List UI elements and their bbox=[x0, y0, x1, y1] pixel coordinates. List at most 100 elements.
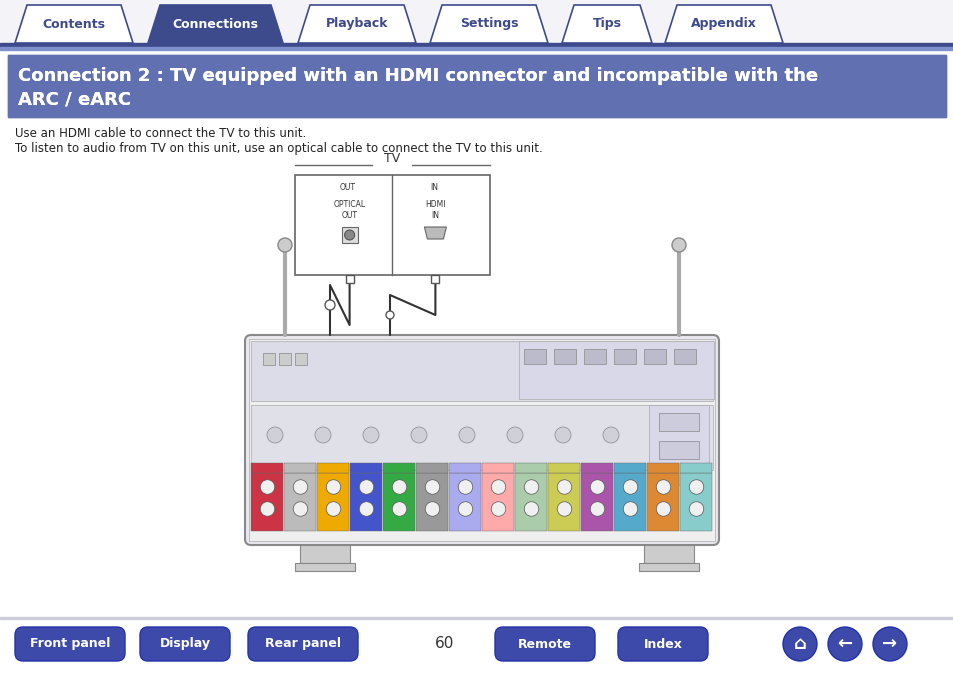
Bar bbox=[249, 339, 714, 541]
Bar bbox=[294, 353, 307, 365]
Polygon shape bbox=[430, 5, 547, 43]
Circle shape bbox=[425, 502, 439, 516]
Circle shape bbox=[260, 480, 274, 494]
Text: Connection 2 : TV equipped with an HDMI connector and incompatible with the: Connection 2 : TV equipped with an HDMI … bbox=[18, 67, 818, 85]
Text: Connections: Connections bbox=[172, 17, 258, 30]
Bar bbox=[646, 463, 679, 473]
Circle shape bbox=[557, 502, 571, 516]
Text: Display: Display bbox=[159, 637, 211, 651]
Bar bbox=[299, 545, 350, 563]
Text: →: → bbox=[882, 635, 897, 653]
Text: Index: Index bbox=[643, 637, 681, 651]
Polygon shape bbox=[148, 5, 283, 43]
Bar bbox=[639, 563, 699, 571]
Circle shape bbox=[363, 427, 378, 443]
Bar bbox=[554, 349, 576, 364]
Bar bbox=[0, 43, 953, 47]
Circle shape bbox=[260, 502, 274, 516]
Bar bbox=[0, 50, 953, 630]
Circle shape bbox=[827, 627, 862, 661]
Circle shape bbox=[325, 300, 335, 310]
Bar bbox=[382, 463, 416, 473]
Bar bbox=[316, 473, 349, 531]
Text: Playback: Playback bbox=[325, 17, 388, 30]
Circle shape bbox=[524, 480, 538, 494]
Bar bbox=[8, 55, 945, 117]
Circle shape bbox=[688, 502, 703, 516]
Circle shape bbox=[392, 480, 406, 494]
Text: ⌂: ⌂ bbox=[793, 635, 805, 653]
Bar bbox=[251, 341, 712, 401]
Text: ARC / eARC: ARC / eARC bbox=[18, 90, 131, 108]
Circle shape bbox=[386, 311, 394, 319]
Bar bbox=[0, 47, 953, 50]
Circle shape bbox=[622, 502, 638, 516]
FancyBboxPatch shape bbox=[15, 627, 125, 661]
Text: Remote: Remote bbox=[517, 637, 572, 651]
Bar bbox=[580, 463, 613, 473]
Bar bbox=[583, 349, 605, 364]
Bar bbox=[449, 473, 481, 531]
Circle shape bbox=[326, 502, 340, 516]
Bar bbox=[614, 463, 646, 473]
Circle shape bbox=[782, 627, 816, 661]
Circle shape bbox=[650, 427, 666, 443]
Text: HDMI
IN: HDMI IN bbox=[425, 200, 445, 220]
FancyBboxPatch shape bbox=[245, 335, 719, 545]
Bar bbox=[547, 463, 579, 473]
Text: 60: 60 bbox=[435, 637, 455, 651]
Bar bbox=[515, 473, 547, 531]
Bar bbox=[580, 473, 613, 531]
Circle shape bbox=[293, 502, 308, 516]
Text: Contents: Contents bbox=[43, 17, 106, 30]
Circle shape bbox=[671, 238, 685, 252]
Polygon shape bbox=[424, 227, 446, 239]
Bar bbox=[416, 473, 448, 531]
Text: OUT: OUT bbox=[339, 183, 355, 192]
Bar bbox=[547, 473, 579, 531]
Circle shape bbox=[326, 480, 340, 494]
Circle shape bbox=[557, 480, 571, 494]
Bar bbox=[679, 473, 712, 531]
Circle shape bbox=[656, 480, 670, 494]
Text: OPTICAL
OUT: OPTICAL OUT bbox=[334, 200, 365, 220]
Text: Tips: Tips bbox=[592, 17, 620, 30]
Bar bbox=[515, 463, 547, 473]
Bar bbox=[659, 441, 699, 459]
Circle shape bbox=[656, 502, 670, 516]
Circle shape bbox=[506, 427, 522, 443]
Circle shape bbox=[344, 230, 355, 240]
Text: To listen to audio from TV on this unit, use an optical cable to connect the TV : To listen to audio from TV on this unit,… bbox=[15, 142, 542, 155]
Bar bbox=[251, 463, 283, 473]
Bar bbox=[0, 617, 953, 619]
Bar bbox=[481, 463, 514, 473]
FancyBboxPatch shape bbox=[495, 627, 595, 661]
Bar bbox=[0, 0, 953, 55]
Bar bbox=[294, 175, 490, 275]
Bar bbox=[518, 341, 713, 399]
Bar bbox=[481, 473, 514, 531]
FancyBboxPatch shape bbox=[140, 627, 230, 661]
Bar bbox=[646, 473, 679, 531]
Circle shape bbox=[457, 480, 473, 494]
FancyBboxPatch shape bbox=[248, 627, 357, 661]
Bar bbox=[643, 545, 693, 563]
Text: Appendix: Appendix bbox=[690, 17, 756, 30]
Circle shape bbox=[425, 480, 439, 494]
Polygon shape bbox=[297, 5, 416, 43]
Bar bbox=[341, 227, 357, 243]
Circle shape bbox=[524, 502, 538, 516]
Bar bbox=[316, 463, 349, 473]
Text: Front panel: Front panel bbox=[30, 637, 111, 651]
Circle shape bbox=[555, 427, 571, 443]
Bar bbox=[659, 413, 699, 431]
Polygon shape bbox=[664, 5, 782, 43]
Bar bbox=[294, 563, 355, 571]
FancyBboxPatch shape bbox=[618, 627, 707, 661]
Text: IN: IN bbox=[430, 183, 438, 192]
Bar bbox=[614, 349, 636, 364]
Bar bbox=[345, 275, 354, 283]
Bar bbox=[648, 405, 708, 485]
Circle shape bbox=[359, 502, 374, 516]
Circle shape bbox=[277, 238, 292, 252]
